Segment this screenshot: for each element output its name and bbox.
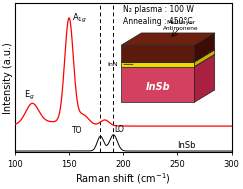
- Y-axis label: Intensity (a.u.): Intensity (a.u.): [3, 42, 13, 114]
- Text: E$_g$: E$_g$: [24, 88, 35, 101]
- Text: TO: TO: [71, 126, 82, 136]
- X-axis label: Raman shift (cm$^{-1}$): Raman shift (cm$^{-1}$): [75, 171, 171, 186]
- Text: N₂ plasma : 100 W
Annealing : 450°C: N₂ plasma : 100 W Annealing : 450°C: [123, 5, 194, 26]
- Text: LO: LO: [114, 125, 124, 134]
- Text: InSb: InSb: [177, 141, 195, 150]
- Text: A$_{1g}$: A$_{1g}$: [72, 12, 87, 25]
